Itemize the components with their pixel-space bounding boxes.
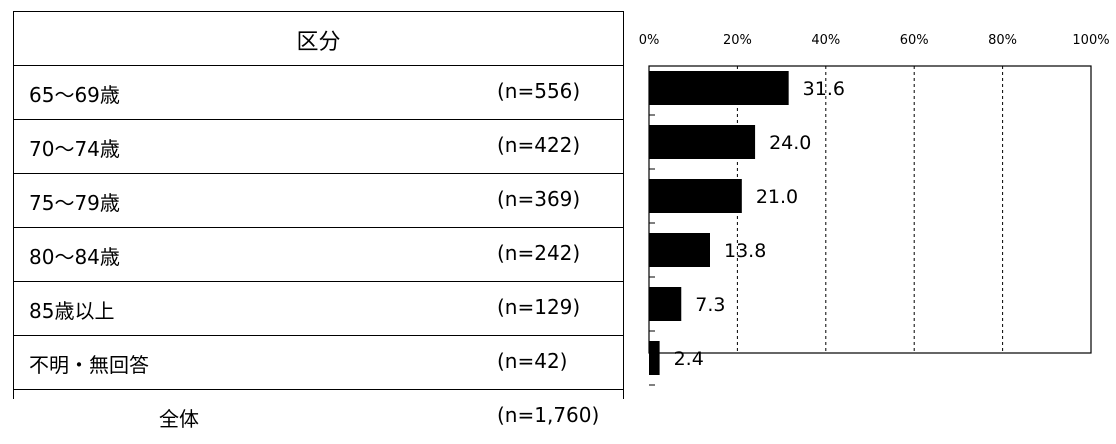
bar (649, 287, 682, 321)
value-label: 21.0 (756, 186, 798, 208)
table-row: 65～69歳 (n=556) (14, 66, 623, 120)
category-label: 85歳以上 (29, 299, 115, 323)
x-tick-label: 40% (811, 33, 840, 48)
x-tick-label: 20% (723, 33, 752, 48)
x-tick-label: 60% (900, 33, 929, 48)
n-label: (n=369) (497, 187, 581, 211)
table-row: 85歳以上 (n=129) (14, 282, 623, 336)
x-tick-label: 0% (639, 33, 660, 48)
table-row: 70～74歳 (n=422) (14, 120, 623, 174)
bar (649, 179, 742, 213)
n-label: (n=129) (497, 295, 581, 319)
x-tick-label: 80% (988, 33, 1017, 48)
bar (649, 125, 756, 159)
table-row: 80～84歳 (n=242) (14, 228, 623, 282)
table-header: 区分 (296, 30, 341, 55)
bar-chart: 0% 20% 40% 60% 80% 100% 31.6 24.0 21.0 13.8 7.3 2.4 (639, 33, 1110, 386)
value-label: 31.6 (803, 78, 845, 100)
table-row: 不明・無回答 (n=42) (14, 336, 623, 390)
bar (649, 341, 660, 375)
total-n-label: (n=1,760) (497, 403, 600, 427)
x-tick-label: 100% (1072, 33, 1109, 48)
category-label: 80～84歳 (29, 245, 120, 269)
total-label: 全体 (159, 407, 199, 431)
value-label: 2.4 (674, 348, 704, 370)
value-label: 13.8 (724, 240, 766, 262)
table-header-row: 区分 (14, 12, 623, 66)
n-label: (n=242) (497, 241, 581, 265)
value-label: 24.0 (769, 132, 811, 154)
n-label: (n=556) (497, 79, 581, 103)
category-label: 65～69歳 (29, 83, 120, 107)
category-label: 70～74歳 (29, 137, 120, 161)
table-row: 75～79歳 (n=369) (14, 174, 623, 228)
category-label: 不明・無回答 (29, 353, 149, 377)
category-label: 75～79歳 (29, 191, 120, 215)
value-label: 7.3 (695, 294, 725, 316)
bar (649, 233, 710, 267)
n-label: (n=422) (497, 133, 581, 157)
bar (649, 71, 789, 105)
chart-plot: 0% 20% 40% 60% 80% 100% 31.6 24.0 21.0 13.8 7.3 2.4 (639, 33, 1110, 386)
n-label: (n=42) (497, 349, 568, 373)
